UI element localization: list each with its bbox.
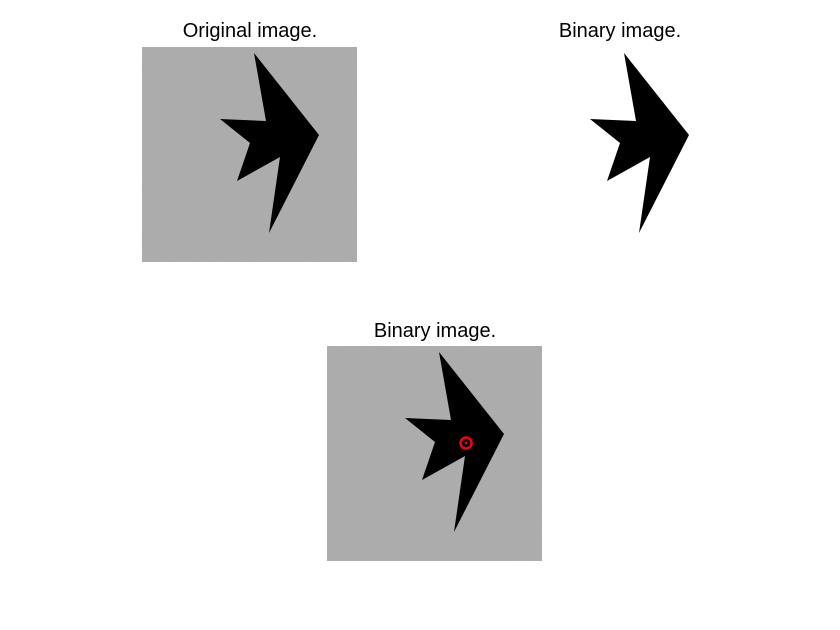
panel-title-binary: Binary image. xyxy=(558,20,682,42)
panel-title-overlay: Binary image. xyxy=(373,320,497,342)
original-arrow-shape xyxy=(220,53,319,233)
binary-image xyxy=(512,47,727,262)
overlay-image xyxy=(327,346,542,561)
centroid-marker-icon xyxy=(459,436,473,450)
binary-arrow-shape xyxy=(590,53,689,233)
original-image xyxy=(142,47,357,262)
overlay-arrow-shape xyxy=(405,352,504,532)
panel-title-original: Original image. xyxy=(182,20,318,42)
